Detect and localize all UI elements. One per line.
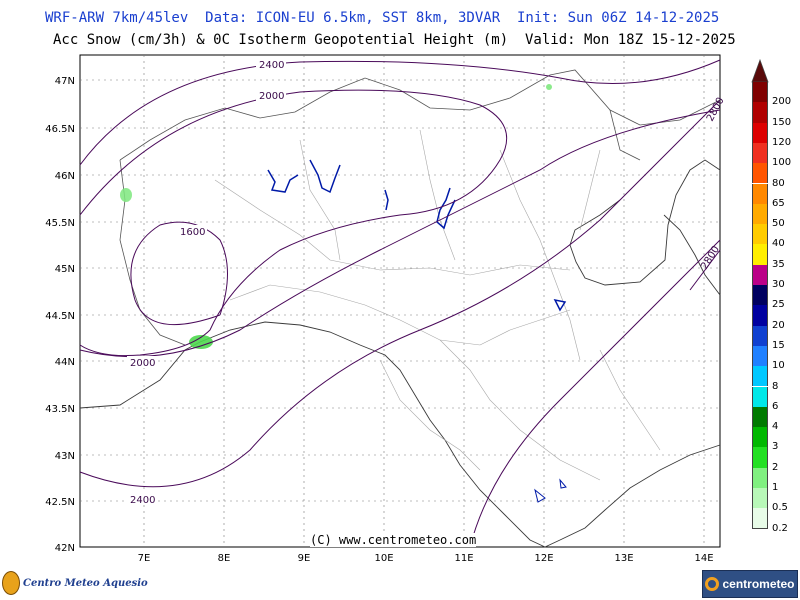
lat-tick-label: 46.5N <box>45 124 75 135</box>
snow-patch-liguria <box>189 335 213 349</box>
logo-ring-icon <box>705 577 720 591</box>
colorbar-label: 40 <box>772 238 785 250</box>
colorbar-swatch <box>752 203 768 225</box>
lon-tick-label: 13E <box>614 553 633 564</box>
logo-left-text: Centro Meteo Aquesio <box>23 577 148 589</box>
contour-2400-south <box>79 99 721 488</box>
colorbar-swatch <box>752 366 768 387</box>
colorbar-label: 200 <box>772 96 792 108</box>
islands <box>534 478 567 503</box>
lat-tick-label: 43N <box>55 451 75 462</box>
colorbar-swatch <box>752 82 768 103</box>
colorbar-swatch <box>752 427 768 448</box>
contour-2000-north <box>79 89 508 356</box>
colorbar-swatch <box>752 305 768 326</box>
contour-label: 2400 <box>130 495 155 506</box>
colorbar-swatch <box>752 285 768 306</box>
contour-label: 1600 <box>180 227 205 238</box>
colorbar-label: 50 <box>772 218 785 230</box>
contour-2000-south <box>79 109 721 358</box>
colorbar-top-arrow <box>751 58 769 83</box>
colorbar-swatch <box>752 224 768 245</box>
colorbar-label: 0.5 <box>772 502 788 514</box>
colorbar-swatch <box>752 345 768 367</box>
colorbar-swatch <box>752 386 768 407</box>
colorbar-label: 65 <box>772 197 785 209</box>
isotherm-contours <box>79 59 721 548</box>
colorbar-label: 150 <box>772 116 792 128</box>
colorbar-label: 80 <box>772 177 785 189</box>
colorbar-swatch <box>752 264 768 285</box>
colorbar-swatch <box>752 406 768 428</box>
lon-tick-label: 14E <box>694 553 713 564</box>
contour-1600 <box>130 221 228 326</box>
logo-emblem-icon <box>2 571 20 595</box>
lat-tick-label: 42N <box>55 543 75 554</box>
logo-centro-meteo-aquesio[interactable]: Centro Meteo Aquesio <box>2 570 148 596</box>
lat-tick-label: 47N <box>55 76 75 87</box>
colorbar-label: 30 <box>772 279 785 290</box>
lon-axis: 7E 8E 9E 10E 11E 12E 13E 14E <box>138 553 714 564</box>
regional-boundaries <box>214 129 661 481</box>
lat-tick-label: 46N <box>55 171 75 182</box>
colorbar-swatch <box>752 508 768 529</box>
map-background <box>79 54 721 548</box>
colorbar-swatch <box>752 244 768 265</box>
lat-axis: 47N 46.5N 46N 45.5N 45N 44.5N 44N 43.5N … <box>45 76 75 554</box>
colorbar-swatch <box>752 488 768 509</box>
lat-tick-label: 44N <box>55 357 75 368</box>
logo-right-text: centrometeo <box>722 577 795 591</box>
colorbar-swatch <box>752 102 768 123</box>
copyright-text: (C) www.centrometeo.com <box>310 533 477 547</box>
colorbar-label: 4 <box>772 421 779 433</box>
lat-tick-label: 42.5N <box>45 497 75 508</box>
lat-tick-label: 44.5N <box>45 311 75 322</box>
colorbar-swatch <box>752 163 768 184</box>
colorbar-swatch <box>752 447 768 468</box>
colorbar-label: 8 <box>772 380 779 392</box>
lat-tick-label: 43.5N <box>45 404 75 415</box>
colorbar-label: 15 <box>772 339 785 351</box>
colorbar-label: 25 <box>772 299 785 311</box>
colorbar-label: 6 <box>772 400 779 412</box>
snow-patch-alps-west <box>120 188 132 202</box>
snow-patch-east <box>546 84 552 90</box>
colorbar-label: 1 <box>772 482 779 493</box>
chart-title-line2: Acc Snow (cm/3h) & 0C Isotherm Geopotent… <box>53 32 736 48</box>
colorbar-label: 20 <box>772 319 785 331</box>
colorbar-label: 10 <box>772 360 785 372</box>
colorbar-swatch <box>752 467 768 488</box>
coastline-italy <box>79 159 721 548</box>
chart-title-line1: WRF-ARW 7km/45lev Data: ICON-EU 6.5km, S… <box>45 10 720 26</box>
colorbar-swatch <box>752 142 768 164</box>
lon-tick-label: 12E <box>534 553 553 564</box>
snow-patches <box>120 84 552 349</box>
lon-tick-label: 8E <box>218 553 231 564</box>
graticule <box>80 55 720 547</box>
lon-tick-label: 10E <box>374 553 393 564</box>
colorbar-label: 100 <box>772 157 792 169</box>
colorbar-label: 35 <box>772 258 785 270</box>
lon-tick-label: 11E <box>454 553 473 564</box>
contour-2400-north <box>79 59 721 166</box>
contour-2800-east <box>689 249 721 291</box>
contour-2800 <box>469 239 721 548</box>
colorbar-label: 0.2 <box>772 522 788 534</box>
contour-label: 2400 <box>259 60 284 71</box>
lat-tick-label: 45.5N <box>45 218 75 229</box>
colorbar-label: 120 <box>772 136 792 148</box>
lon-tick-label: 9E <box>298 553 311 564</box>
colorbar-swatch <box>752 325 768 346</box>
colorbar-label: 3 <box>772 441 779 453</box>
logo-centrometeo[interactable]: centrometeo <box>702 570 798 598</box>
contour-label: 2000 <box>130 358 155 369</box>
lon-tick-label: 7E <box>138 553 151 564</box>
colorbar-swatch <box>752 183 768 204</box>
lat-tick-label: 45N <box>55 264 75 275</box>
colorbar-swatch <box>752 122 768 143</box>
contour-label: 2000 <box>259 91 284 102</box>
colorbar-label: 2 <box>772 461 779 473</box>
